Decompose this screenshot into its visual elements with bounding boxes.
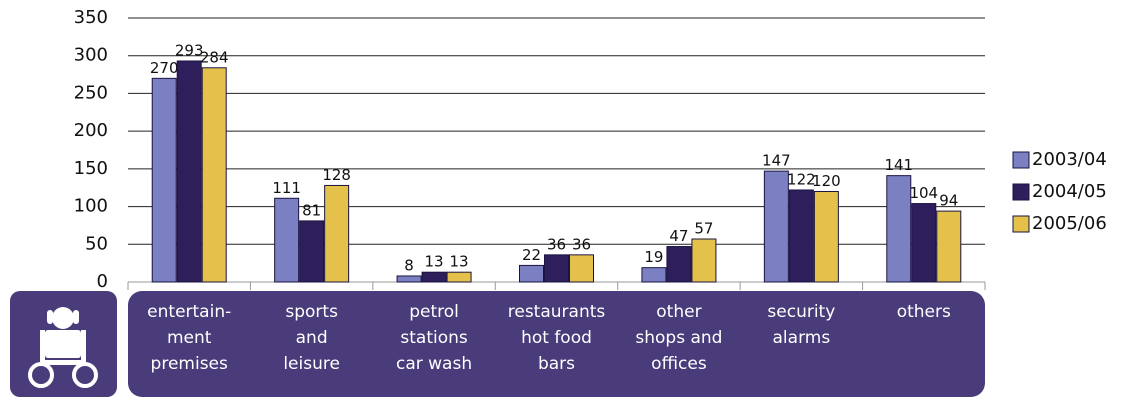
value-label: 122 — [787, 170, 816, 188]
value-label: 13 — [425, 253, 444, 271]
value-label: 19 — [644, 248, 663, 266]
y-tick-label: 0 — [97, 271, 108, 292]
x-tick-label: restaurants hot food bars — [508, 302, 606, 374]
x-tick-label-line: shops and — [635, 328, 722, 348]
y-tick-label: 300 — [74, 45, 108, 66]
bar — [544, 254, 569, 283]
y-tick-label: 200 — [74, 120, 108, 141]
icon — [28, 307, 98, 388]
x-tick-label-line: offices — [651, 354, 707, 374]
value-label: 81 — [302, 201, 321, 219]
bar — [788, 189, 814, 283]
x-tick-label-line: ment — [167, 328, 212, 348]
x-tick-label-line: leisure — [283, 354, 340, 374]
x-tick-label-line: car wash — [396, 354, 472, 374]
value-label: 147 — [762, 152, 791, 170]
x-tick-label: others — [897, 302, 951, 322]
legend-label: 2005/06 — [1032, 213, 1107, 234]
value-label: 111 — [272, 179, 301, 197]
value-label: 284 — [200, 48, 229, 66]
legend-swatch — [1012, 183, 1030, 201]
value-label: 104 — [909, 184, 938, 202]
value-label: 57 — [694, 220, 713, 238]
bar — [446, 271, 472, 283]
x-tick-label-line: stations — [400, 328, 468, 348]
value-label: 293 — [175, 41, 204, 59]
x-tick-label-line: hot food — [521, 328, 592, 348]
y-tick-label: 350 — [74, 7, 108, 28]
value-label: 22 — [522, 246, 541, 264]
bar — [201, 67, 227, 283]
bar — [569, 254, 594, 283]
bar — [666, 246, 692, 283]
bar — [519, 264, 544, 283]
value-label: 120 — [812, 172, 841, 190]
category-band — [128, 291, 985, 397]
bar — [763, 170, 789, 283]
x-tick-label-line: sports — [285, 302, 338, 322]
x-tick-label-line: restaurants — [508, 302, 606, 322]
x-tick-label-line: others — [897, 302, 951, 322]
legend-swatch — [1012, 151, 1030, 169]
x-tick-label: security alarms — [767, 302, 835, 348]
x-tick-label-line: premises — [151, 354, 228, 374]
value-label: 8 — [404, 256, 414, 274]
x-tick-label-line: petrol — [409, 302, 459, 322]
value-label: 270 — [150, 59, 179, 77]
value-label: 13 — [450, 253, 469, 271]
x-tick-label-line: and — [296, 328, 328, 348]
bar — [324, 184, 350, 283]
x-tick-label-line: entertain- — [147, 302, 231, 322]
bar — [176, 60, 202, 283]
bar — [886, 175, 912, 283]
legend-label: 2003/04 — [1032, 149, 1107, 170]
x-tick-label: sports and leisure — [283, 302, 340, 374]
y-tick-label: 150 — [74, 158, 108, 179]
value-label: 36 — [547, 235, 566, 253]
y-tick-label: 100 — [74, 196, 108, 217]
x-tick-label: other shops and offices — [635, 302, 722, 374]
x-tick-label-line: other — [656, 302, 701, 322]
legend-label: 2004/05 — [1032, 181, 1107, 202]
bar — [691, 238, 717, 283]
bar — [936, 210, 962, 283]
bar — [151, 77, 177, 283]
bar — [274, 197, 300, 283]
x-tick-label-line: security — [767, 302, 835, 322]
x-tick-label: entertain-ment premises — [147, 302, 231, 374]
y-tick-label: 250 — [74, 82, 108, 103]
x-tick-label-line: alarms — [773, 328, 831, 348]
value-label: 36 — [572, 235, 591, 253]
bar — [299, 220, 325, 283]
value-label: 128 — [322, 166, 351, 184]
x-tick-label: petrol stations car wash — [396, 302, 472, 374]
bar — [396, 275, 422, 283]
legend-swatch — [1012, 215, 1030, 233]
bar — [813, 190, 839, 283]
value-label: 94 — [939, 192, 958, 210]
y-tick-label: 50 — [85, 233, 108, 254]
value-label: 141 — [884, 156, 913, 174]
value-label: 47 — [669, 227, 688, 245]
bar — [641, 267, 667, 283]
bar — [911, 203, 937, 283]
x-tick-label-line: bars — [538, 354, 575, 374]
bar — [421, 271, 447, 283]
